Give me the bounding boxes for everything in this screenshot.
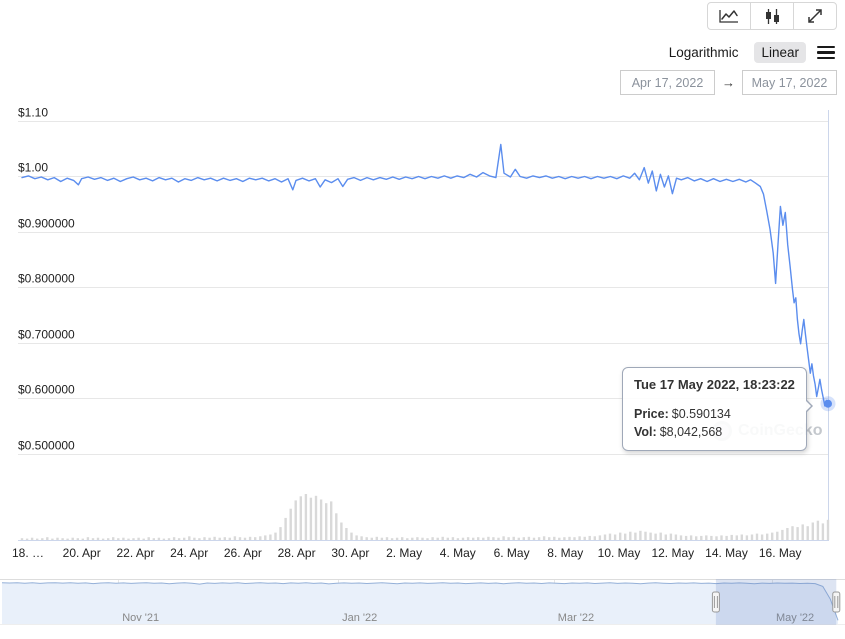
svg-text:2. May: 2. May <box>386 546 422 560</box>
navigator-handle-right[interactable] <box>832 591 841 613</box>
svg-text:Nov '21: Nov '21 <box>122 612 159 624</box>
chart-type-toolbar <box>707 2 837 30</box>
svg-text:$1.00: $1.00 <box>18 161 48 175</box>
volume-bars <box>20 494 830 540</box>
y-gridlines <box>18 121 828 455</box>
svg-text:30. Apr: 30. Apr <box>331 546 369 560</box>
date-to-input[interactable]: May 17, 2022 <box>742 70 837 95</box>
svg-text:28. Apr: 28. Apr <box>278 546 316 560</box>
svg-text:16. May: 16. May <box>759 546 802 560</box>
svg-text:14. May: 14. May <box>705 546 748 560</box>
line-chart-button[interactable] <box>707 2 751 30</box>
svg-text:Jan '22: Jan '22 <box>342 612 377 624</box>
hover-marker <box>820 396 836 412</box>
price-line <box>21 143 829 407</box>
scale-toggle: Logarithmic Linear <box>662 42 837 63</box>
svg-text:18. …: 18. … <box>12 546 44 560</box>
svg-text:Mar '22: Mar '22 <box>558 612 594 624</box>
date-range-arrow: → <box>722 75 735 90</box>
svg-text:$0.500000: $0.500000 <box>18 439 75 453</box>
candlestick-button[interactable] <box>750 2 794 30</box>
tooltip-vol-value: $8,042,568 <box>659 425 723 440</box>
navigator-handle-left[interactable] <box>711 591 720 613</box>
svg-text:$1.10: $1.10 <box>18 106 48 120</box>
navigator-area <box>2 582 838 624</box>
svg-text:$0.700000: $0.700000 <box>18 328 75 342</box>
tooltip-datetime: Tue 17 May 2022, 18:23:22 <box>634 377 795 392</box>
chart-tooltip: Tue 17 May 2022, 18:23:22 Price: $0.59013… <box>622 367 813 452</box>
axis-lines <box>18 110 829 541</box>
hamburger-icon <box>817 45 835 49</box>
svg-text:10. May: 10. May <box>598 546 641 560</box>
tooltip-price-value: $0.590134 <box>671 407 731 421</box>
svg-text:26. Apr: 26. Apr <box>224 546 262 560</box>
svg-text:6. May: 6. May <box>494 546 530 560</box>
line-chart-icon <box>719 10 738 23</box>
tooltip-vol-row: Vol: $8,042,568 <box>634 423 795 441</box>
svg-text:May '22: May '22 <box>776 612 814 624</box>
navigator-labels: Nov '21 Jan '22 Mar '22 May '22 <box>122 612 814 624</box>
svg-text:$0.900000: $0.900000 <box>18 217 75 231</box>
candlestick-icon <box>766 8 779 24</box>
navigator-line <box>1 582 839 621</box>
date-range-picker: Apr 17, 2022 → May 17, 2022 <box>620 70 837 95</box>
fullscreen-icon <box>808 9 822 23</box>
fullscreen-button[interactable] <box>793 2 837 30</box>
svg-text:24. Apr: 24. Apr <box>170 546 208 560</box>
svg-text:$0.600000: $0.600000 <box>18 383 75 397</box>
chart-menu-button[interactable] <box>815 44 837 62</box>
navigator-selected-range[interactable] <box>715 579 837 625</box>
linear-toggle[interactable]: Linear <box>754 42 806 63</box>
svg-text:8. May: 8. May <box>547 546 583 560</box>
svg-text:4. May: 4. May <box>440 546 476 560</box>
svg-text:12. May: 12. May <box>651 546 694 560</box>
date-from-input[interactable]: Apr 17, 2022 <box>620 70 715 95</box>
svg-text:$0.800000: $0.800000 <box>18 272 75 286</box>
y-axis-labels: $1.10 $1.00 $0.900000 $0.800000 $0.700000 $0.… <box>18 106 75 453</box>
tooltip-price-label: Price: <box>634 407 669 421</box>
tooltip-vol-label: Vol: <box>634 425 657 440</box>
logarithmic-toggle[interactable]: Logarithmic <box>668 45 739 60</box>
x-axis-labels: 18. … 20. Apr 22. Apr 24. Apr 26. Apr 28. Apr… <box>12 546 802 560</box>
svg-text:22. Apr: 22. Apr <box>116 546 154 560</box>
tooltip-price-row: Price: $0.590134 <box>634 405 795 423</box>
svg-text:20. Apr: 20. Apr <box>63 546 101 560</box>
